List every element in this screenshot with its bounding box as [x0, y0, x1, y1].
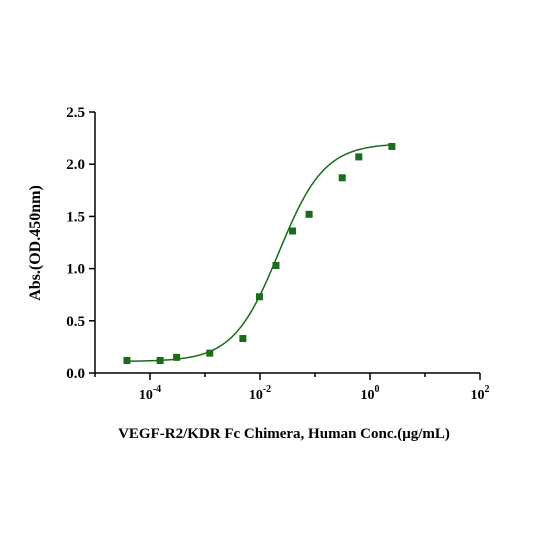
fit-curve	[126, 144, 392, 362]
y-tick-label: 2.0	[66, 157, 85, 173]
data-point	[123, 356, 131, 364]
y-tick-label: 1.0	[66, 262, 85, 278]
x-tick-label-exponent: 0	[375, 384, 380, 395]
data-point	[338, 174, 346, 182]
data-point	[173, 353, 181, 361]
x-tick-label-base: 10	[139, 388, 153, 403]
x-tick-label: 100	[361, 384, 380, 403]
x-tick-label: 10-4	[139, 384, 161, 403]
y-tick-label: 2.5	[66, 105, 85, 121]
data-point	[272, 261, 280, 269]
x-axis-ticks: 10-4 10-2 100 102	[94, 373, 490, 403]
y-tick-label: 0.0	[66, 366, 85, 382]
data-point	[289, 227, 297, 235]
data-point	[255, 293, 263, 301]
y-axis-label: Abs.(OD.450nm)	[27, 185, 44, 301]
data-point	[206, 349, 214, 357]
data-points	[123, 142, 396, 364]
y-tick-label: 0.5	[66, 314, 85, 330]
x-tick-label-exponent: -4	[153, 384, 161, 395]
x-tick-label-base: 10	[361, 388, 375, 403]
data-point	[156, 356, 164, 364]
x-tick-label: 102	[471, 384, 490, 403]
x-tick-label-exponent: 2	[485, 384, 490, 395]
x-axis-label: VEGF-R2/KDR Fc Chimera, Human Conc.(μg/m…	[118, 426, 450, 442]
data-point	[239, 335, 247, 343]
x-tick-label: 10-2	[249, 384, 271, 403]
x-tick-label-base: 10	[471, 388, 485, 403]
y-axis-ticks: 0.0 0.5 1.0 1.5 2.0 2.5	[66, 105, 95, 382]
x-tick-label-base: 10	[249, 388, 263, 403]
x-tick-label-exponent: -2	[263, 384, 271, 395]
plot-area: 0.00.51.01.52.02.5 10-4 10-2 100 102	[66, 105, 489, 403]
data-point	[305, 210, 313, 218]
data-point	[355, 153, 363, 161]
data-point	[388, 142, 396, 150]
y-tick-label: 1.5	[66, 209, 85, 225]
